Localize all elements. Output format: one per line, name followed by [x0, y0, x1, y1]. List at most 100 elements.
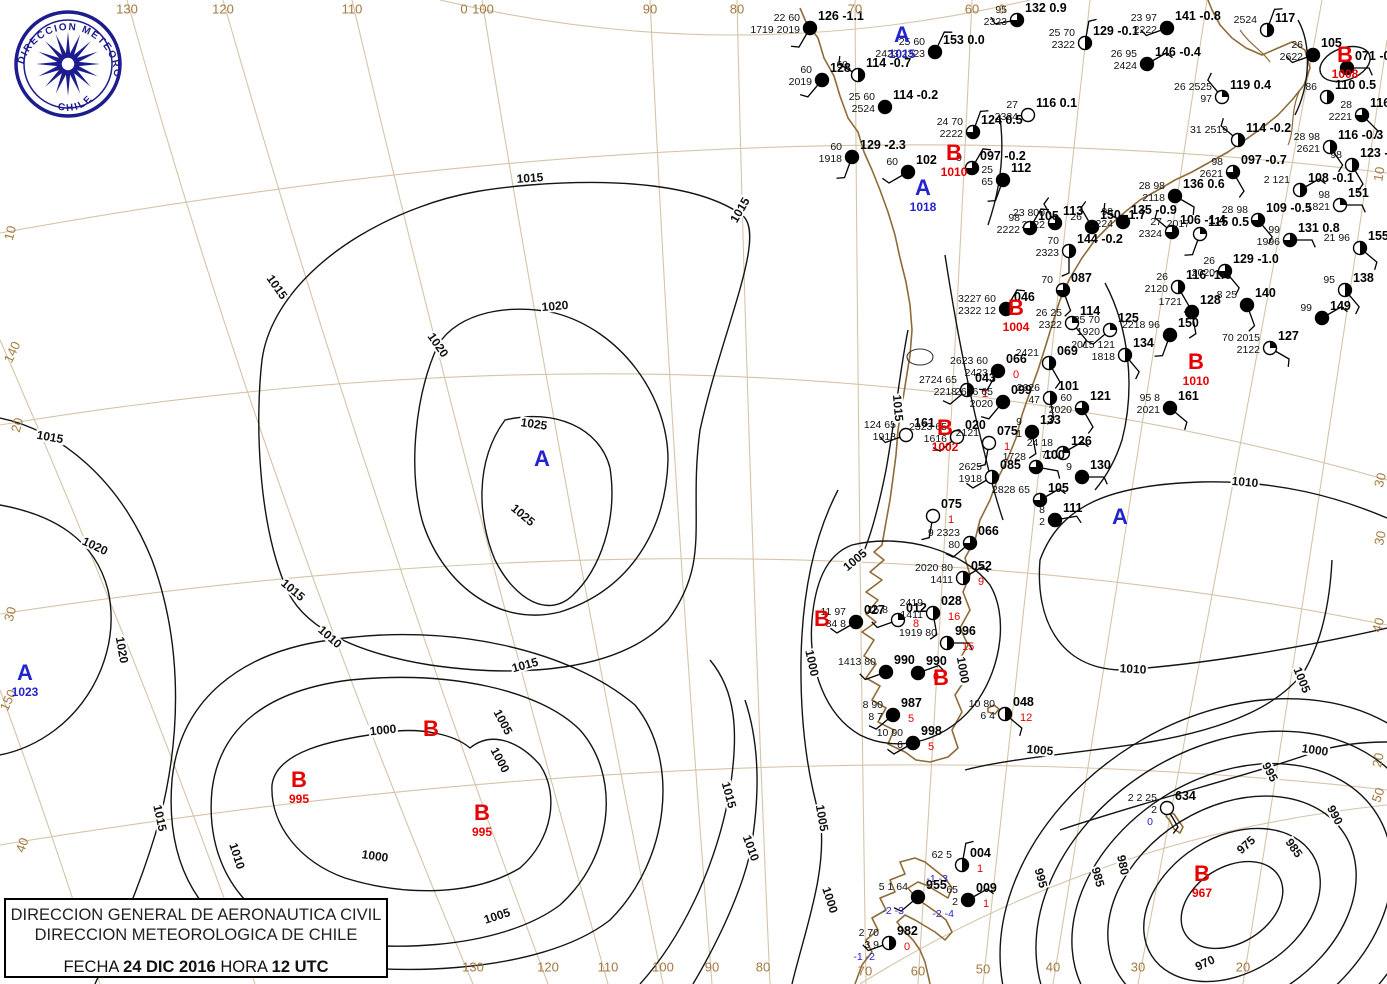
station-plot: 075 2121 1 — [956, 424, 1018, 468]
wind-barb-icon — [1286, 56, 1308, 64]
station-aux-value: 1413 80 — [838, 656, 876, 668]
wind-barb-icon — [838, 55, 853, 73]
station-aux-value: 47 — [1028, 394, 1040, 406]
isobar-label: 1020 — [540, 297, 570, 315]
station-plot: 109 -0.5 28 98 — [1222, 201, 1312, 245]
station-aux-value: 70 — [1047, 235, 1059, 247]
station-aux-value: 26 — [1156, 271, 1168, 283]
wind-barb-icon — [978, 376, 996, 391]
station-aux-value: 60 — [886, 156, 898, 168]
cloud-cover-fill — [1360, 241, 1367, 255]
station-pressure-label: 102 — [916, 153, 937, 167]
station-aux-value: 24 70 — [937, 116, 963, 128]
station-aux-value: 2222 — [1134, 24, 1158, 36]
cloud-cover-fill — [849, 615, 863, 629]
grid-label: 60 — [964, 1, 980, 17]
station-aux-value: 5 — [908, 713, 914, 725]
isobar-label: 1000 — [1299, 741, 1331, 759]
cloud-cover-fill — [1025, 425, 1039, 439]
station-pressure-label: 012 — [906, 601, 927, 615]
station-aux-value: 2 121 — [1264, 174, 1290, 186]
cloud-cover-fill — [1023, 221, 1037, 235]
station-pressure-label: 996 — [955, 624, 976, 638]
station-aux-value: 80 — [948, 539, 960, 551]
hora-value: 12 UTC — [271, 958, 329, 977]
station-aux-value: 5 — [928, 741, 934, 753]
station-pressure-label: 141 -0.8 — [1175, 9, 1221, 23]
grid-label: 20 — [1235, 959, 1251, 975]
center-letter: B — [1194, 861, 1210, 887]
station-plot: 996 1919 80 15 — [899, 624, 976, 653]
pressure-center-low: B — [423, 717, 439, 740]
station-pressure-label: 043 — [975, 371, 996, 385]
isobar-1005-sw-loop — [210, 676, 607, 947]
cloud-cover-fill — [1306, 48, 1320, 62]
south-georgia-island — [1165, 811, 1184, 834]
wind-barb-icon — [932, 440, 953, 452]
cloud-cover-fill — [858, 68, 865, 82]
cloud-cover-fill — [965, 161, 979, 175]
grid-label: 40 — [1045, 959, 1061, 975]
wind-barb-icon — [1174, 411, 1188, 431]
wind-barb-icon — [1008, 289, 1026, 304]
station-aux-value: 25 70 — [1074, 314, 1100, 326]
wind-barb-icon — [1080, 201, 1090, 222]
wind-barb-icon — [1235, 177, 1245, 198]
center-letter: B — [946, 140, 962, 166]
cloud-cover-fill — [961, 893, 975, 907]
station-pressure-label: 129 -0.1 — [1093, 24, 1139, 38]
station-pressure-label: 114 -0.2 — [1246, 121, 1291, 135]
station-pressure-label: 075 — [941, 497, 962, 511]
cloud-cover-fill — [991, 364, 1005, 378]
cloud-cover-fill — [1029, 460, 1043, 474]
wind-barb-icon — [962, 840, 974, 859]
isobar-995 — [999, 698, 1387, 984]
wind-barb-icon — [1228, 275, 1240, 296]
isobar-trough-1 — [944, 254, 1004, 521]
isobar-label: 1010 — [1118, 661, 1148, 677]
wind-barb-icon — [1346, 204, 1366, 213]
center-pressure-value: 1008 — [1331, 67, 1359, 82]
grid-label: 20 — [1369, 751, 1387, 769]
station-plot: 998 10 906 5 — [877, 724, 942, 755]
cloud-cover-fill — [1085, 36, 1092, 50]
wind-barb-icon — [974, 110, 989, 127]
station-pressure-label: 146 -0.4 — [1155, 45, 1201, 59]
wind-barb-icon — [879, 436, 901, 444]
station-aux-value: 15 8 — [868, 604, 889, 616]
wind-barb-icon — [1009, 717, 1023, 737]
station-aux-value: 28 — [1340, 99, 1352, 111]
cloud-cover-fill — [1283, 233, 1297, 247]
station-aux-value: 28 98 — [1222, 204, 1248, 216]
station-aux-value: 2524 — [1234, 14, 1258, 26]
wind-barb-icon — [1043, 197, 1053, 218]
station-aux-value: 2423 — [965, 367, 989, 379]
station-aux-value: 27 — [1150, 216, 1162, 228]
cloud-cover-fill — [911, 666, 925, 680]
cloud-cover-fill — [1033, 493, 1047, 507]
station-aux-value: 2621 — [1297, 143, 1321, 155]
station-aux-value: 62 5 — [932, 849, 953, 861]
station-pressure-label: 105 — [1038, 209, 1059, 223]
station-aux-value: 26 25 — [1036, 307, 1062, 319]
station-plot: 140 8 25 — [1217, 286, 1276, 332]
isobar-trough-2 — [1094, 282, 1130, 491]
station-aux-value: 60 — [830, 141, 842, 153]
station-pressure-label: 046 — [1014, 290, 1035, 304]
center-letter: B — [1337, 42, 1353, 68]
grid-label: 90 — [642, 1, 658, 17]
station-plot: 069 2421 — [1016, 344, 1078, 389]
station-aux-value: 9 — [978, 576, 984, 588]
wind-barb-icon — [945, 546, 966, 558]
